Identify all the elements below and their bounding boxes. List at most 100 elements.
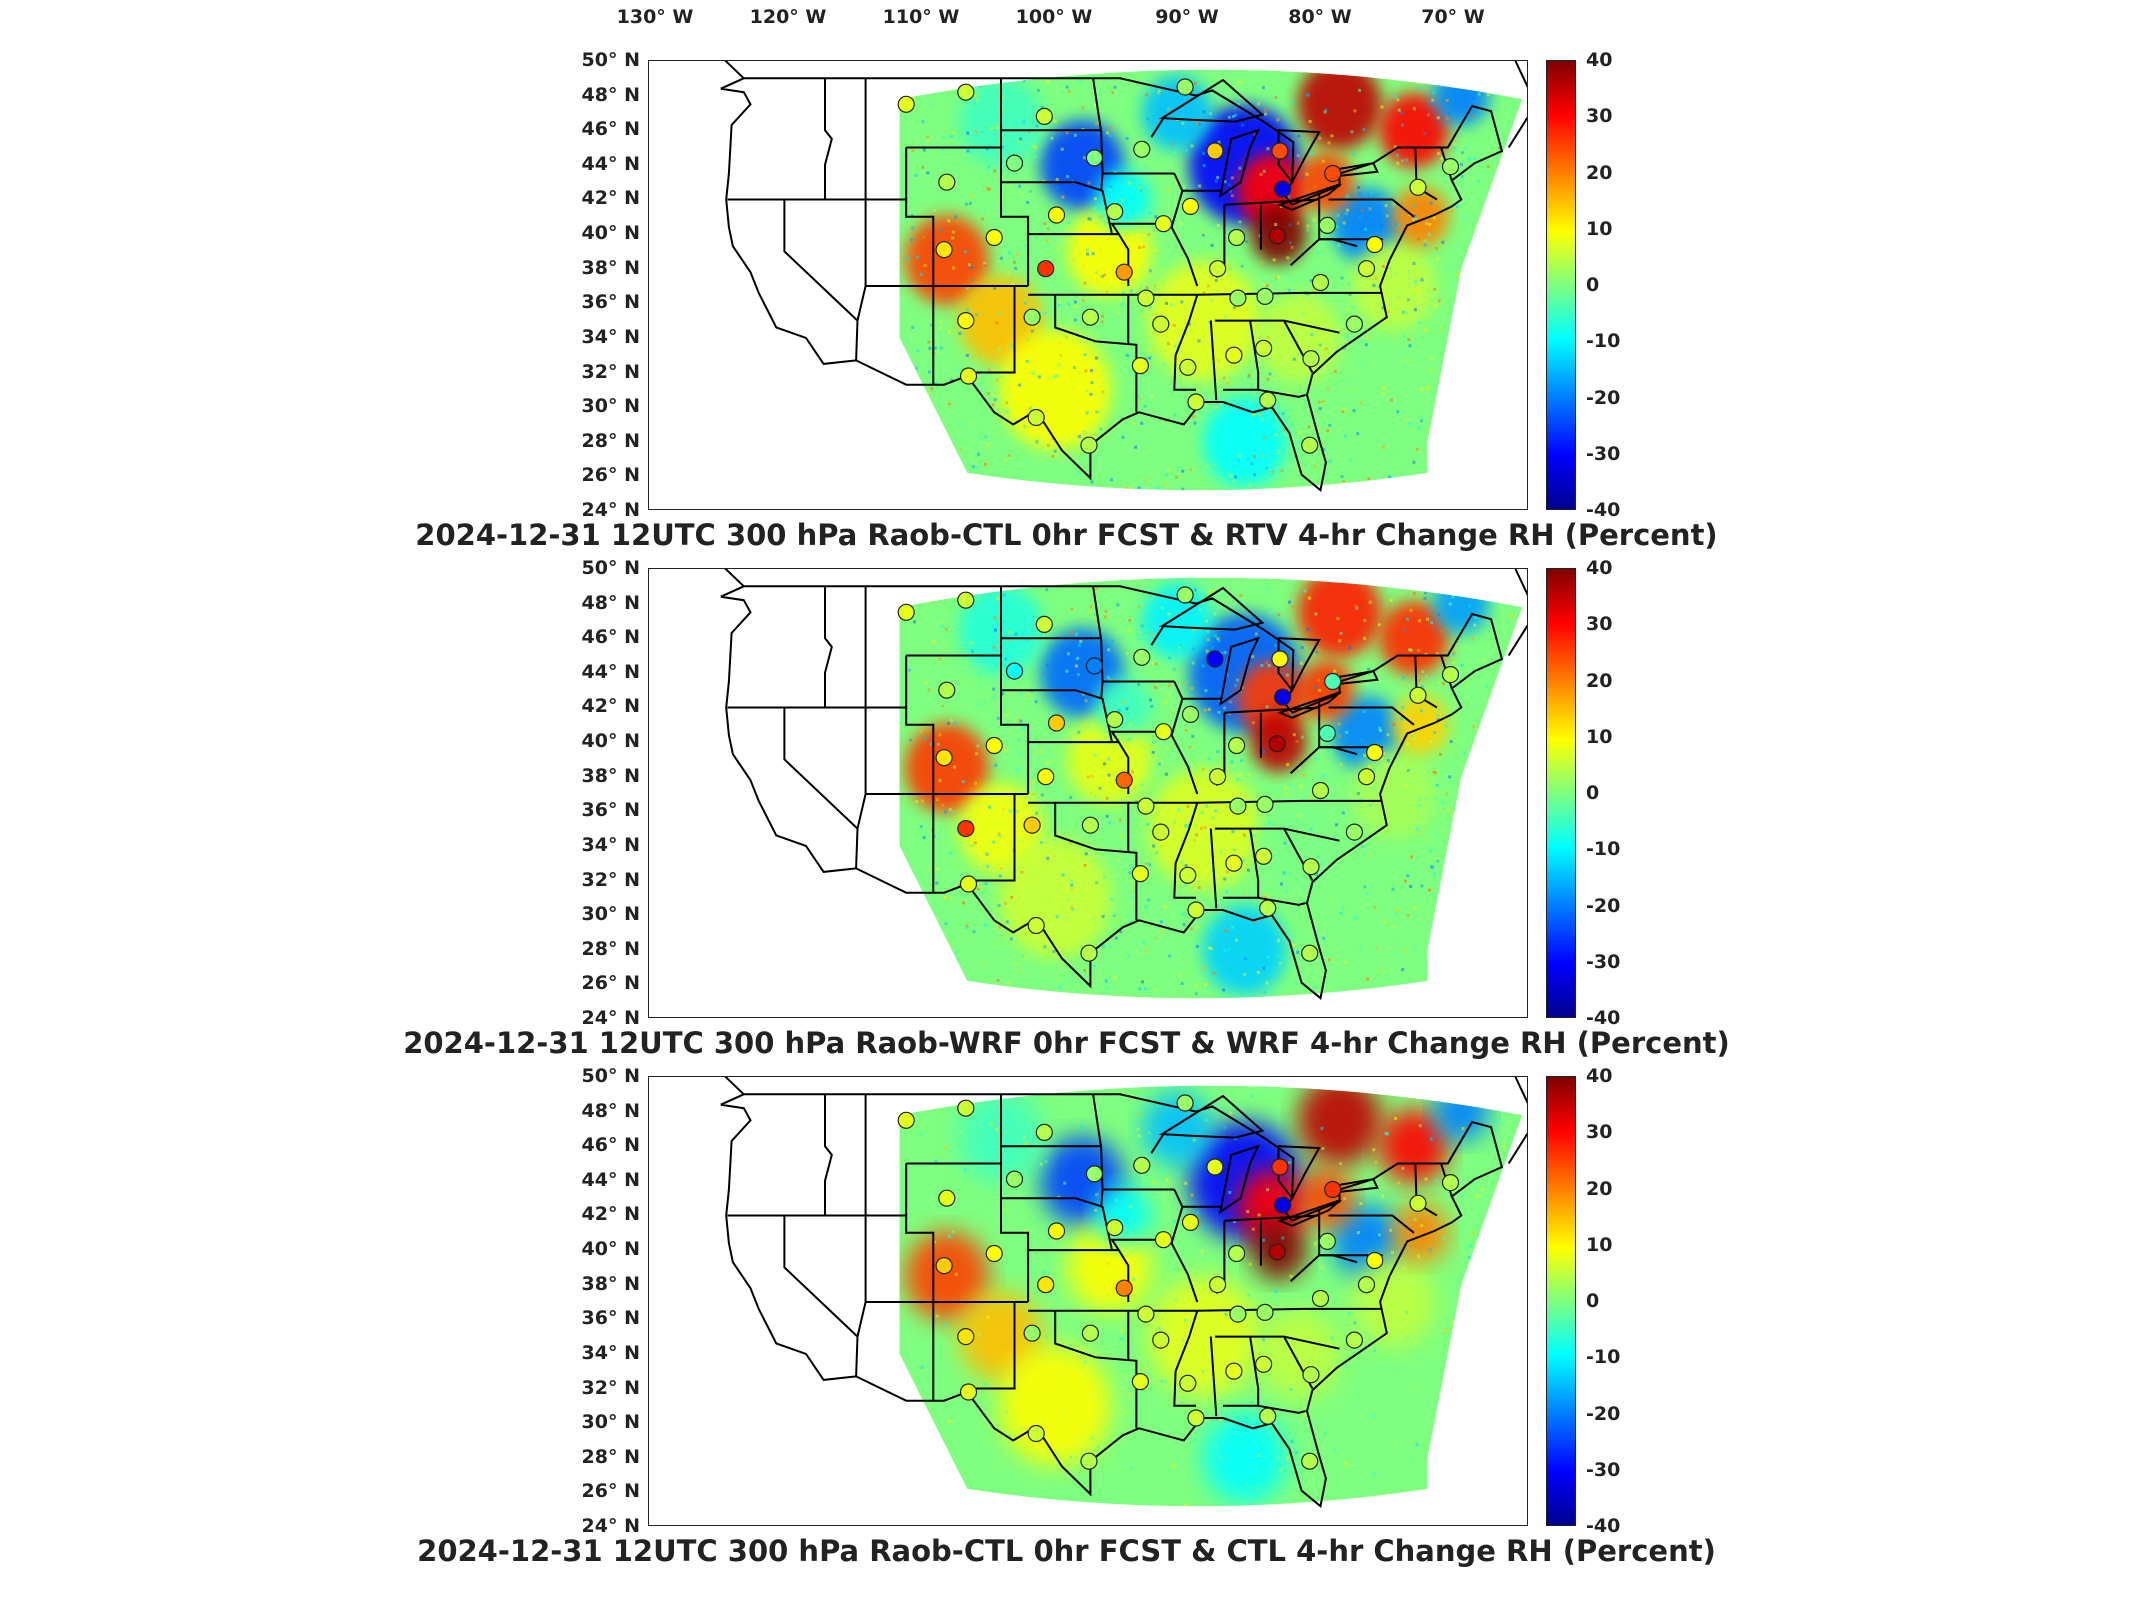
rh-noise-cell [1396,161,1400,165]
rh-change-field [899,1085,1523,1507]
rh-noise-cell [1389,599,1393,602]
state-border [1000,586,1030,794]
rh-noise-cell [1020,1502,1024,1506]
rh-noise-cell [1381,264,1385,268]
rh-noise-cell [958,421,962,425]
rh-noise-cell [997,311,1001,315]
rh-noise-cell [1187,405,1190,409]
rh-noise-cell [1102,875,1106,879]
rh-noise-cell [1171,711,1175,715]
rh-noise-cell [1393,95,1397,99]
rh-noise-cell [1406,743,1410,746]
rh-noise-cell [1428,954,1432,958]
rh-noise-cell [1216,750,1220,754]
rh-noise-cell [1035,811,1039,815]
rh-noise-cell [1435,479,1439,483]
rh-noise-cell [1315,727,1319,731]
rh-noise-cell [1065,131,1069,135]
rh-noise-cell [1266,336,1270,340]
rh-noise-cell [1266,377,1270,381]
rh-noise-cell [1429,849,1433,853]
rh-noise-cell [1497,766,1501,770]
rh-noise-cell [1260,664,1264,667]
raob-station-marker [1023,1324,1041,1342]
colorbar [1546,60,1576,510]
rh-noise-cell [1504,1269,1508,1272]
panel-title: 2024-12-31 12UTC 300 hPa Raob-WRF 0hr FC… [403,1026,1730,1060]
rh-noise-cell [1471,255,1475,259]
rh-noise-cell [1195,944,1199,948]
rh-noise-cell [1341,811,1345,815]
rh-noise-cell [992,646,996,649]
rh-noise-cell [999,483,1003,487]
rh-noise-cell [1326,993,1330,997]
rh-noise-cell [1152,844,1156,848]
rh-noise-cell [1316,678,1320,682]
rh-noise-cell [1419,415,1423,419]
rh-noise-cell [1514,856,1518,860]
rh-noise-cell [1473,592,1477,595]
raob-station-marker [1115,1279,1133,1297]
rh-noise-cell [1456,461,1459,465]
rh-noise-cell [1401,1166,1405,1170]
rh-noise-cell [1209,947,1213,950]
rh-noise-cell [1447,477,1451,481]
rh-noise-cell [1468,847,1472,850]
rh-noise-cell [1144,949,1148,953]
rh-noise-cell [1373,906,1377,910]
state-border [855,78,867,361]
rh-noise-cell [924,681,928,685]
rh-noise-cell [1378,1233,1381,1237]
rh-noise-cell [1465,683,1469,687]
rh-noise-cell [1486,1341,1490,1345]
rh-noise-cell [1107,648,1111,652]
rh-noise-cell [1358,88,1361,92]
rh-noise-cell [1052,375,1056,379]
rh-noise-cell [1505,317,1509,321]
rh-noise-cell [1104,212,1108,216]
rh-noise-cell [1026,201,1030,204]
rh-noise-cell [1453,355,1457,359]
rh-noise-cell [1127,485,1131,489]
rh-noise-cell [1509,1365,1513,1369]
rh-noise-cell [1166,189,1170,193]
rh-noise-cell [1013,205,1017,209]
rh-noise-cell [930,599,934,603]
rh-noise-cell [1070,87,1074,91]
rh-noise-cell [1026,693,1030,697]
rh-noise-cell [1368,803,1372,807]
rh-noise-cell [970,194,974,198]
rh-noise-cell [1142,624,1146,628]
rh-noise-cell [1278,961,1282,965]
rh-noise-cell [1443,1443,1447,1447]
rh-noise-cell [938,733,942,737]
rh-noise-cell [919,924,923,928]
raob-station-marker [938,681,956,699]
rh-noise-cell [974,130,978,133]
rh-noise-cell [1238,454,1242,458]
rh-noise-cell [1406,298,1410,302]
raob-station-marker [1047,206,1066,224]
rh-noise-cell [1267,664,1271,668]
rh-noise-cell [1408,648,1412,652]
rh-noise-cell [1307,964,1311,968]
rh-noise-cell [1303,589,1307,593]
rh-noise-cell [1440,157,1444,161]
rh-noise-cell [1077,643,1081,647]
rh-noise-cell [1120,1329,1124,1333]
rh-noise-cell [1233,107,1237,111]
longitude-label: 80° W [1288,6,1352,28]
rh-noise-cell [1093,103,1097,107]
rh-noise-cell [1473,862,1477,866]
rh-noise-cell [1386,759,1390,763]
rh-noise-cell [1093,795,1097,799]
raob-station-marker [1259,899,1277,917]
rh-noise-cell [1199,411,1203,415]
rh-noise-cell [1213,828,1217,832]
rh-noise-cell [1177,808,1181,812]
raob-station-marker [1023,308,1041,326]
latitude-label: 40° N [581,222,640,245]
rh-noise-cell [1489,433,1493,437]
rh-noise-cell [1228,712,1232,715]
rh-noise-cell [1065,335,1068,339]
